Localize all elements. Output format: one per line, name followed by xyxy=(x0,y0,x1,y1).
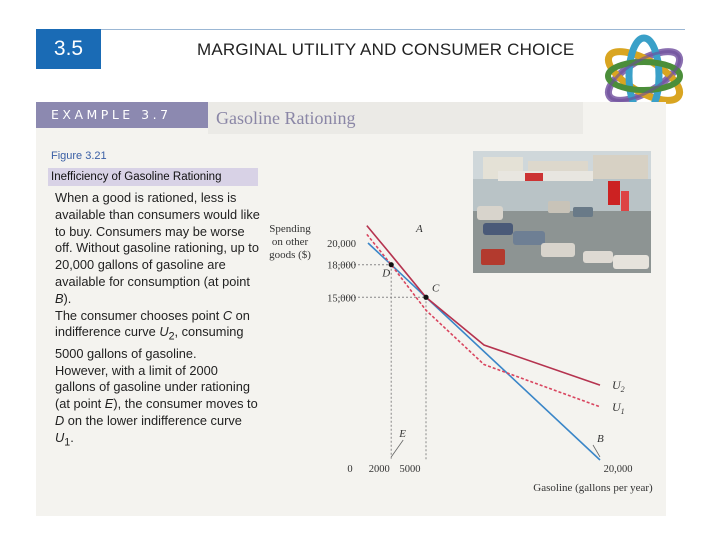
slide-title: MARGINAL UTILITY AND CONSUMER CHOICE xyxy=(197,40,575,59)
x-tick-label: 20,000 xyxy=(604,464,633,475)
y-tick-label: 15,000 xyxy=(327,293,356,304)
point-label-d: D xyxy=(381,268,390,280)
series-line-budget-line xyxy=(367,242,601,461)
curve-label-u2: U2 xyxy=(612,378,625,394)
point-arrow-b xyxy=(592,444,601,458)
point-c xyxy=(423,294,429,300)
chart-series: U2 U1 xyxy=(366,225,625,461)
point-label-a: A xyxy=(415,223,423,235)
series-line-u2 xyxy=(366,225,601,386)
example-label: EXAMPLE 3.7 xyxy=(36,102,208,128)
indifference-curve-chart: U2 U1 A B C D E 0 2000 5000 20,000 20,000 18,000 15… xyxy=(269,223,653,494)
figure-number: Figure 3.21 xyxy=(51,150,107,162)
body-paragraph: The consumer chooses point C on indiffer… xyxy=(55,307,250,361)
curve-label-subscript: 2 xyxy=(621,385,625,394)
curve-label-subscript: 1 xyxy=(621,407,625,416)
point-label-c: C xyxy=(432,282,440,294)
body-paragraph: However, with a limit of 2000 gallons of… xyxy=(55,362,258,449)
curve-label-u1: U1 xyxy=(612,400,625,416)
y-axis-label-line-2: on other xyxy=(272,236,309,248)
x-tick-label: 5000 xyxy=(400,464,421,475)
guide-lines xyxy=(338,264,427,460)
x-tick-label: 2000 xyxy=(369,464,390,475)
figure-caption: Inefficiency of Gasoline Rationing xyxy=(48,168,258,186)
x-axis-label: Gasoline (gallons per year) xyxy=(533,482,653,494)
point-arrow-e xyxy=(390,439,404,458)
example-title-background xyxy=(208,102,583,134)
point-d xyxy=(388,262,394,268)
chart-points: A B C D E xyxy=(381,223,604,458)
section-number-box: 3.5 xyxy=(36,29,101,69)
interlocking-rings-logo xyxy=(604,34,684,118)
header-rule xyxy=(101,29,685,30)
gas-station-photo xyxy=(473,151,651,273)
y-tick-label: 20,000 xyxy=(327,239,356,250)
body-text: When a good is rationed, less is availab… xyxy=(55,190,260,451)
point-label-b: B xyxy=(597,433,604,445)
y-axis-label-line-3: goods ($) xyxy=(269,249,311,261)
chart-ticks: 0 2000 5000 20,000 20,000 18,000 15,000 xyxy=(327,239,632,475)
y-tick-label: 18,000 xyxy=(327,261,356,272)
y-axis-label-line-1: Spending xyxy=(269,223,311,235)
point-label-e: E xyxy=(398,428,406,440)
series-line-u1 xyxy=(366,233,601,408)
body-paragraph: When a good is rationed, less is availab… xyxy=(55,190,260,306)
example-title: Gasoline Rationing xyxy=(216,108,356,128)
section-number: 3.5 xyxy=(53,37,84,60)
x-tick-label: 0 xyxy=(347,464,352,475)
